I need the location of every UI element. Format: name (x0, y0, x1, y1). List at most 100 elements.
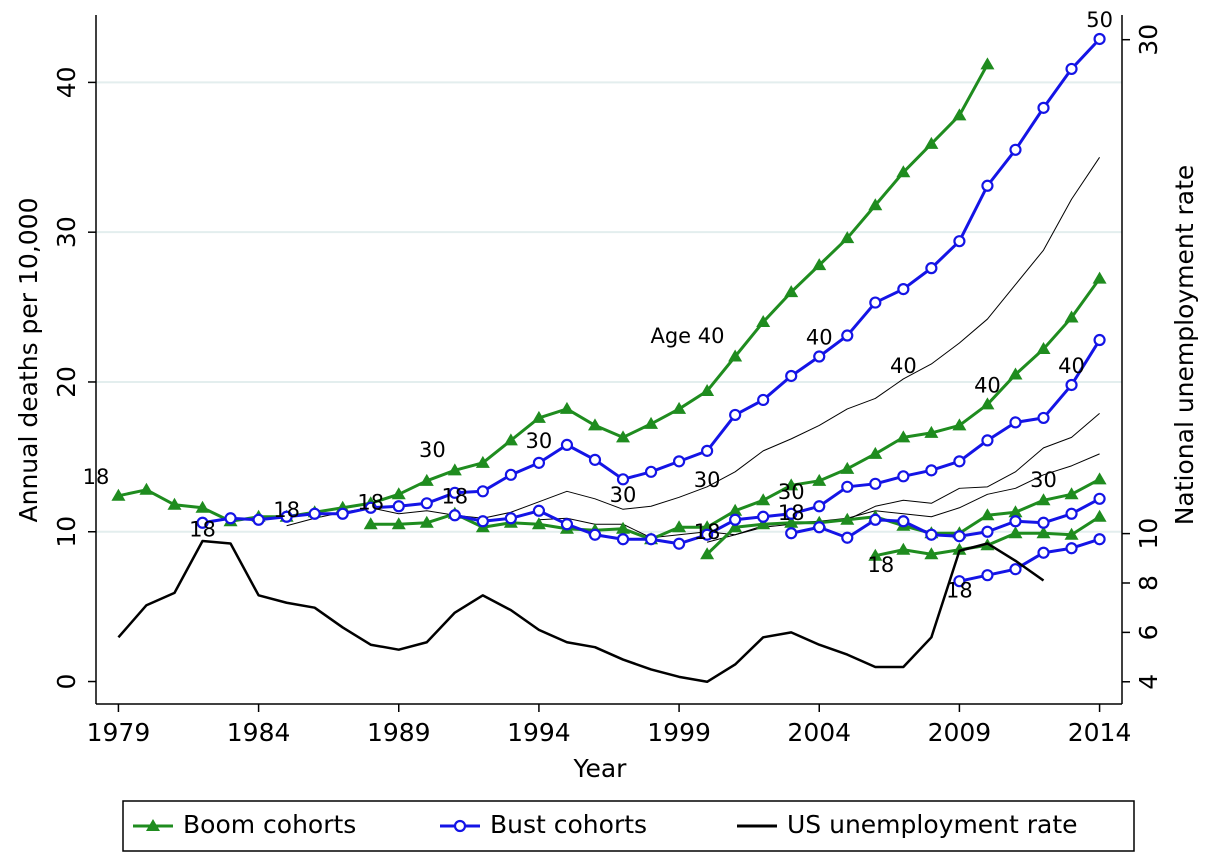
annotation: 40 (806, 326, 833, 350)
annotation: 30 (1030, 468, 1057, 492)
cohort-point (1092, 472, 1107, 485)
cohort-point (504, 512, 517, 525)
annotation: 18 (868, 553, 895, 577)
cohort-point (560, 438, 574, 451)
legend-marker (453, 819, 467, 833)
cohort-point (952, 108, 967, 121)
cohort-point (1009, 143, 1022, 156)
cohort-point (1037, 516, 1050, 529)
cohort-point (756, 315, 771, 328)
cohort-point (1009, 416, 1022, 429)
y2-tick-label: 6 (1134, 624, 1163, 640)
cohort-point (111, 488, 126, 501)
cohort-point (785, 527, 798, 540)
annotation: 40 (974, 373, 1001, 397)
annotation: 18 (946, 579, 973, 603)
annotation: 18 (83, 465, 110, 489)
cohort-point (980, 397, 995, 410)
annotation: 40 (890, 354, 917, 378)
annotation: 18 (357, 490, 384, 514)
cohort-point (897, 283, 910, 296)
cohort-point (532, 504, 546, 517)
cohort-point (448, 509, 461, 522)
cohort-point (728, 520, 743, 533)
cohort-point (1036, 493, 1051, 506)
cohort-point (1065, 542, 1078, 555)
cohort-point (644, 533, 658, 546)
cohort-point (757, 510, 770, 523)
cohort-point (812, 473, 827, 486)
cohort-point (784, 285, 799, 298)
cohort-point (1008, 367, 1023, 380)
legend-marker (146, 819, 160, 831)
y2-axis-title: National unemployment rate (1170, 165, 1199, 526)
cohort-point (391, 487, 406, 500)
cohort-point (785, 369, 798, 383)
cohort-point (981, 569, 994, 582)
y-axis-title: Annual deaths per 10,000 (14, 198, 43, 523)
cohort-point (1036, 526, 1051, 539)
cohort-point (559, 401, 574, 414)
cohort-point (980, 508, 995, 521)
cohort-point (869, 477, 882, 490)
cohort-point (532, 456, 546, 469)
cohort-point (363, 517, 378, 530)
y-tick-label: 10 (52, 516, 81, 548)
cohort-point (476, 515, 489, 528)
cohort-point (616, 533, 630, 546)
legend-label: Boom cohorts (183, 810, 356, 839)
cohort-point (1092, 509, 1107, 522)
cohort-point (953, 530, 966, 543)
cohort-point (1064, 310, 1079, 323)
y-tick-label: 20 (52, 366, 81, 398)
x-tick-label: 1994 (507, 718, 571, 747)
cohort-point (392, 500, 405, 513)
x-tick-label: 1984 (227, 718, 291, 747)
cohort-point (813, 350, 826, 363)
annotation: Age 40 (650, 324, 724, 348)
cohort-point (868, 446, 883, 459)
cohort-point (672, 401, 687, 414)
cohort-point (841, 329, 854, 342)
annotation: 18 (694, 520, 721, 544)
cohort-point (925, 528, 938, 541)
cohort-point (1093, 32, 1106, 46)
annotation: 18 (189, 517, 216, 541)
annotation: 30 (526, 429, 553, 453)
cohort-point (531, 410, 546, 423)
y-tick-label: 40 (52, 66, 81, 98)
cohort-point (364, 501, 377, 514)
cohort-line (202, 37, 1101, 525)
annotation: 30 (419, 438, 446, 462)
cohort-point (700, 520, 715, 533)
cohort-point (701, 528, 714, 541)
cohort-point (503, 433, 518, 446)
cohort-point (813, 521, 826, 534)
cohort-point (729, 408, 742, 422)
cohort-point (784, 515, 799, 528)
cohort-point (419, 473, 434, 486)
cohort-point (981, 434, 994, 447)
cohort-point (1037, 546, 1050, 559)
annotation: 30 (610, 483, 637, 507)
cohort-point (756, 517, 771, 530)
cohort-point (196, 516, 209, 529)
cohort-point (420, 497, 433, 510)
cohort-point (1092, 271, 1107, 284)
x-tick-label: 1999 (647, 718, 711, 747)
annotation: 18 (778, 501, 805, 525)
trend-line (286, 157, 1100, 527)
cohort-point (868, 548, 883, 561)
cohort-point (980, 57, 995, 70)
cohort-point (1008, 526, 1023, 539)
cohort-point (757, 393, 770, 407)
cohort-point (896, 542, 911, 555)
cohort-point (925, 464, 938, 477)
cohort-point (391, 517, 406, 530)
cohort-point (672, 537, 686, 550)
x-tick-label: 1979 (87, 718, 151, 747)
cohort-point (953, 575, 966, 588)
legend-box (122, 800, 1135, 852)
cohort-point (224, 512, 237, 525)
cohort-point (1093, 533, 1106, 546)
